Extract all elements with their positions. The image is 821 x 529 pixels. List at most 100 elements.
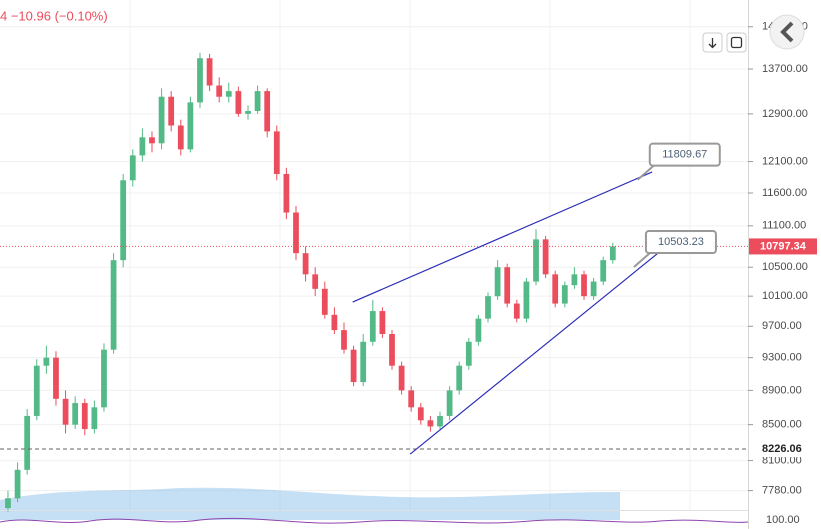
candle-body <box>283 173 290 213</box>
y-tick-label: 12100.00 <box>762 155 808 167</box>
marked-price-label: 8226.06 <box>762 443 802 455</box>
candle-body <box>235 91 242 114</box>
candle-body <box>475 318 482 342</box>
candle-body <box>379 311 386 334</box>
candle-body <box>398 365 405 391</box>
candle-body <box>417 407 424 421</box>
candle-body <box>581 274 587 297</box>
candle-body <box>149 137 155 144</box>
y-tick-label: 10500.00 <box>762 261 808 273</box>
candle-body <box>389 333 395 366</box>
candle-body <box>590 281 597 297</box>
candle-body <box>561 285 568 304</box>
candle-body <box>43 357 50 366</box>
candle-body <box>456 365 463 391</box>
marked-price-badge <box>749 441 817 458</box>
y-tick-label: 12900.00 <box>762 108 808 120</box>
y-tick-label: 9700.00 <box>762 320 802 332</box>
y-tick-label: 9300.00 <box>762 352 802 364</box>
y-tick-label: 8100.00 <box>762 454 802 466</box>
annotation-label: 10503.23 <box>658 236 704 248</box>
fullscreen-button[interactable] <box>726 32 747 53</box>
candle-body <box>369 311 376 342</box>
annotation-label: 11809.67 <box>662 149 707 161</box>
last-price-label: 10797.34 <box>760 240 807 252</box>
back-button[interactable] <box>769 14 805 50</box>
candle-body <box>513 303 520 319</box>
candle-body <box>350 349 357 383</box>
candle-body <box>168 96 175 126</box>
candle-body <box>216 85 223 97</box>
candle-body <box>24 415 31 470</box>
candle-body <box>14 469 21 499</box>
candle-body <box>187 102 194 150</box>
candle-body <box>312 274 319 289</box>
candle-body <box>225 91 232 97</box>
candle-body <box>197 58 203 103</box>
candle-body <box>360 341 367 383</box>
candle-body <box>91 407 98 430</box>
candle-body <box>321 288 328 315</box>
candle-body <box>254 91 261 111</box>
candle-body <box>139 137 146 156</box>
candle-body <box>437 415 443 427</box>
candle-body <box>427 420 434 427</box>
download-button[interactable] <box>702 32 723 53</box>
candle-body <box>331 314 338 331</box>
indicator-line <box>0 517 749 524</box>
candle-body <box>494 267 501 297</box>
trendline <box>409 252 659 455</box>
y-tick-label: 8500.00 <box>762 419 802 431</box>
candle-body <box>542 239 549 275</box>
price-axis: 14500.0013700.0012900.0012100.0011600.00… <box>748 21 817 497</box>
candle-body <box>571 274 578 286</box>
annotation-pointer <box>637 164 655 181</box>
candle-body <box>523 281 530 319</box>
candle-body <box>158 96 165 144</box>
y-tick-label: 8900.00 <box>762 384 802 396</box>
annotation-box <box>648 142 721 167</box>
y-tick-label: 11100.00 <box>762 220 806 232</box>
annotation-pointer <box>633 252 651 268</box>
candle-body <box>552 274 559 304</box>
plot-area: 11809.67 10503.23 <box>0 52 748 512</box>
lower-pane-tick: 100.00 <box>766 514 800 526</box>
candle-body <box>206 58 213 86</box>
candle-body <box>533 239 539 282</box>
candle-body <box>101 349 107 408</box>
y-tick-label: 11600.00 <box>762 187 807 199</box>
grid <box>0 0 748 510</box>
candle-body <box>273 131 280 174</box>
candle-body <box>62 398 69 425</box>
candle-body <box>293 212 299 254</box>
candle-body <box>245 110 251 114</box>
candle-body <box>341 330 347 350</box>
y-tick-label: 10100.00 <box>762 290 808 302</box>
candle-body <box>600 260 607 282</box>
trendline <box>352 171 653 303</box>
y-tick-label: 13700.00 <box>762 63 808 75</box>
candle-body <box>33 365 40 416</box>
candle-body <box>408 390 415 408</box>
candle-body <box>53 357 59 399</box>
candle-body <box>302 253 309 275</box>
y-tick-label: 7780.00 <box>762 485 802 497</box>
candle-body <box>177 125 184 150</box>
candle-body <box>72 403 79 425</box>
candle-body <box>110 260 117 350</box>
candle-body <box>609 246 616 261</box>
candle-body <box>504 267 511 304</box>
last-price-badge <box>749 238 817 255</box>
candle-body <box>81 403 88 430</box>
candle-body <box>120 180 127 261</box>
candle-body <box>5 498 11 509</box>
candle-body <box>264 91 271 132</box>
volume-area <box>0 487 620 520</box>
header-change: 4 −10.96 (−0.10%) <box>0 8 108 23</box>
candle-body <box>485 296 491 319</box>
annotation-box <box>644 229 717 254</box>
candle-body <box>446 390 453 416</box>
candle-body <box>465 341 472 366</box>
candle-body <box>129 155 136 181</box>
